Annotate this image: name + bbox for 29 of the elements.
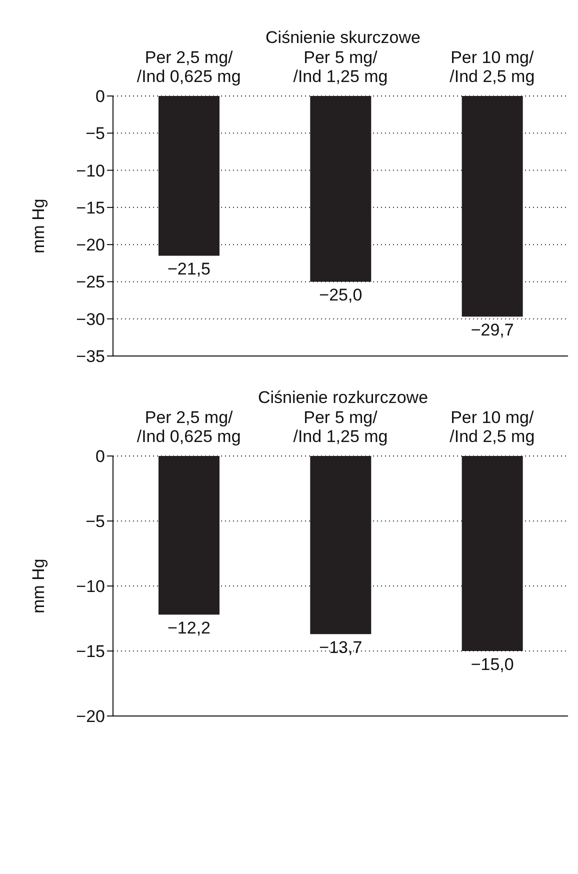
y-tick-label: −25 — [76, 272, 105, 292]
data-label: −12,2 — [167, 618, 211, 638]
x-tick-label: Per 5 mg/ /Ind 1,25 mg — [293, 408, 388, 446]
y-tick-label: −15 — [76, 642, 105, 662]
y-axis-title: mm Hg — [29, 198, 48, 254]
y-tick-label: −5 — [86, 512, 105, 532]
data-label: −13,7 — [319, 638, 362, 658]
x-tick-label: Per 10 mg/ /Ind 2,5 mg — [450, 408, 535, 446]
y-tick-label: −10 — [76, 577, 105, 596]
y-tick-label: −30 — [76, 310, 105, 329]
data-label: −15,0 — [470, 655, 514, 674]
y-tick-label: −5 — [86, 124, 105, 144]
x-tick-label: Per 2,5 mg/ /Ind 0,625 mg — [136, 408, 241, 446]
y-tick-label: −15 — [76, 198, 105, 218]
y-tick-label: 0 — [96, 87, 105, 106]
y-tick-label: 0 — [96, 447, 105, 466]
x-tick-label: Per 5 mg/ /Ind 1,25 mg — [293, 48, 388, 86]
y-tick-label: −20 — [76, 707, 105, 726]
x-tick-label: Per 2,5 mg/ /Ind 0,625 mg — [136, 48, 241, 86]
y-tick-label: −20 — [76, 236, 105, 255]
chart-title: Ciśnienie rozkurczowe — [256, 388, 430, 408]
x-tick-label: Per 10 mg/ /Ind 2,5 mg — [450, 48, 535, 86]
y-tick-label: −35 — [76, 347, 105, 366]
data-label: −29,7 — [470, 320, 514, 340]
y-tick-label: −10 — [76, 161, 105, 180]
data-label: −25,0 — [319, 286, 362, 305]
data-label: −21,5 — [167, 260, 211, 279]
chart-title: Ciśnienie skurczowe — [264, 28, 422, 48]
y-axis-title: mm Hg — [29, 558, 48, 614]
